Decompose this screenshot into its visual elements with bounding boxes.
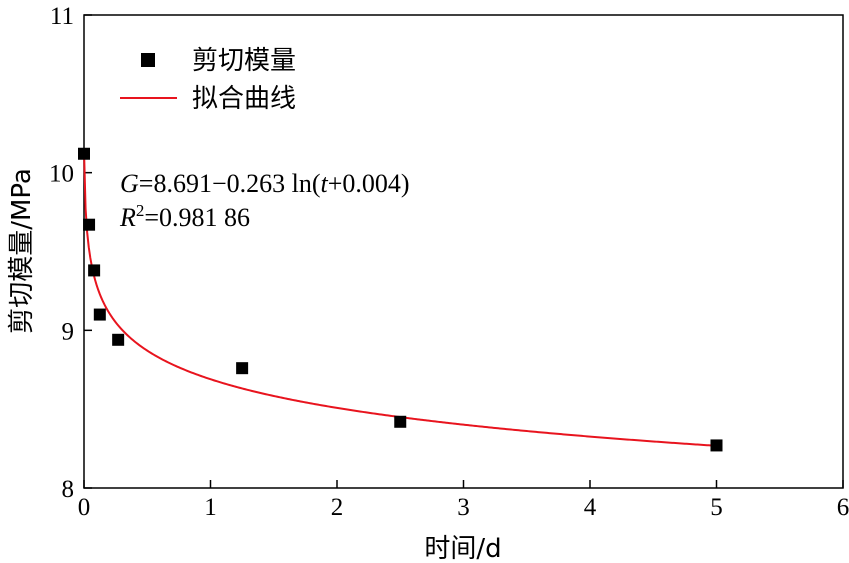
data-point-1 [83,218,96,231]
x-axis-title: 时间/d [424,534,501,563]
equation-annotation: G=8.691−0.263 ln(t+0.004) [120,169,410,198]
equation-body: =8.691−0.263 ln( [139,169,321,198]
r2-superscript: 2 [136,201,145,220]
x-tick-label-5: 5 [710,494,723,521]
data-point-3 [93,308,106,321]
x-tick-label-6: 6 [837,494,849,521]
y-tick-label-0: 8 [62,476,75,503]
y-axis-title: 剪切模量/MPa [7,168,37,334]
equation-tail: +0.004) [328,169,410,198]
r2-value: =0.981 86 [144,203,250,232]
x-tick-label-2: 2 [331,494,344,521]
x-tick-label-4: 4 [584,494,597,521]
data-points [78,147,723,452]
data-point-7 [710,439,723,452]
legend: 剪切模量 拟合曲线 [120,46,296,114]
y-tick-label-1: 9 [62,318,75,345]
y-axis-ticks: 8 9 10 11 [49,3,92,503]
legend-marker-scatter [141,53,155,67]
equation-t: t [321,169,329,198]
y-tick-label-3: 11 [50,3,74,30]
data-point-2 [88,264,101,277]
x-tick-label-3: 3 [457,494,470,521]
legend-label-line: 拟合曲线 [192,84,296,114]
legend-label-scatter: 剪切模量 [192,46,296,76]
r2-variable: R [119,203,136,232]
data-point-0 [78,147,90,160]
x-axis-ticks: 0 1 2 3 4 5 6 [78,480,849,521]
data-point-6 [394,415,407,428]
x-tick-label-0: 0 [78,494,91,521]
x-tick-label-1: 1 [204,494,217,521]
y-tick-label-2: 10 [49,161,74,188]
data-point-5 [236,362,249,375]
data-point-4 [112,333,125,346]
r2-annotation: R2=0.981 86 [119,201,250,232]
equation-variable: G [120,169,139,198]
